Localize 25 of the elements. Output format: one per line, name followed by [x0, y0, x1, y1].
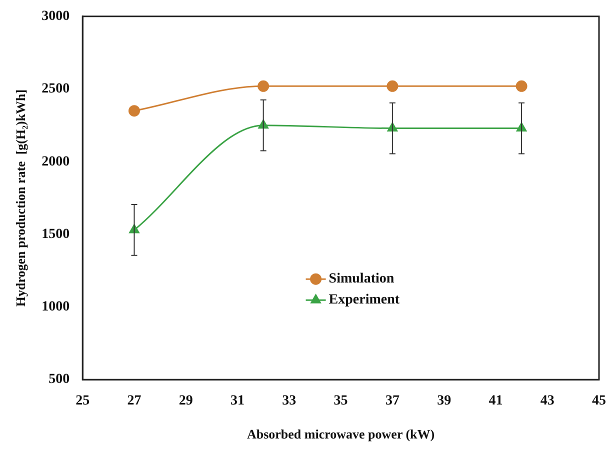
x-axis-title: Absorbed microwave power (kW): [246, 426, 435, 442]
x-tick-label: 25: [76, 394, 90, 409]
y-tick-label: 2500: [42, 82, 70, 97]
y-tick-label: 3000: [42, 9, 70, 24]
legend-label: Simulation: [328, 272, 394, 287]
y-tick-label: 500: [48, 372, 70, 388]
x-tick-label: 33: [282, 394, 296, 409]
point: [128, 105, 140, 117]
point: [516, 80, 528, 92]
legend-label: Experiment: [328, 292, 400, 308]
x-tick-label: 35: [334, 394, 348, 409]
x-tick-label: 31: [230, 394, 245, 409]
y-axis-title: Hydrogen production rate [g(H₂)kWh]: [13, 89, 28, 307]
y-tick-label: 1500: [42, 226, 70, 242]
x-tick-label: 43: [540, 394, 554, 409]
x-tick-label: 29: [178, 394, 193, 409]
x-tick-label: 45: [592, 394, 606, 409]
x-tick-label: 37: [385, 394, 400, 409]
x-tick-label: 41: [488, 394, 503, 409]
y-tick-label: 2000: [42, 154, 70, 170]
x-tick-label: 39: [437, 394, 452, 409]
point: [386, 80, 398, 92]
point: [258, 80, 270, 92]
x-tick-label: 27: [127, 394, 142, 409]
y-tick-label: 1000: [42, 300, 70, 315]
